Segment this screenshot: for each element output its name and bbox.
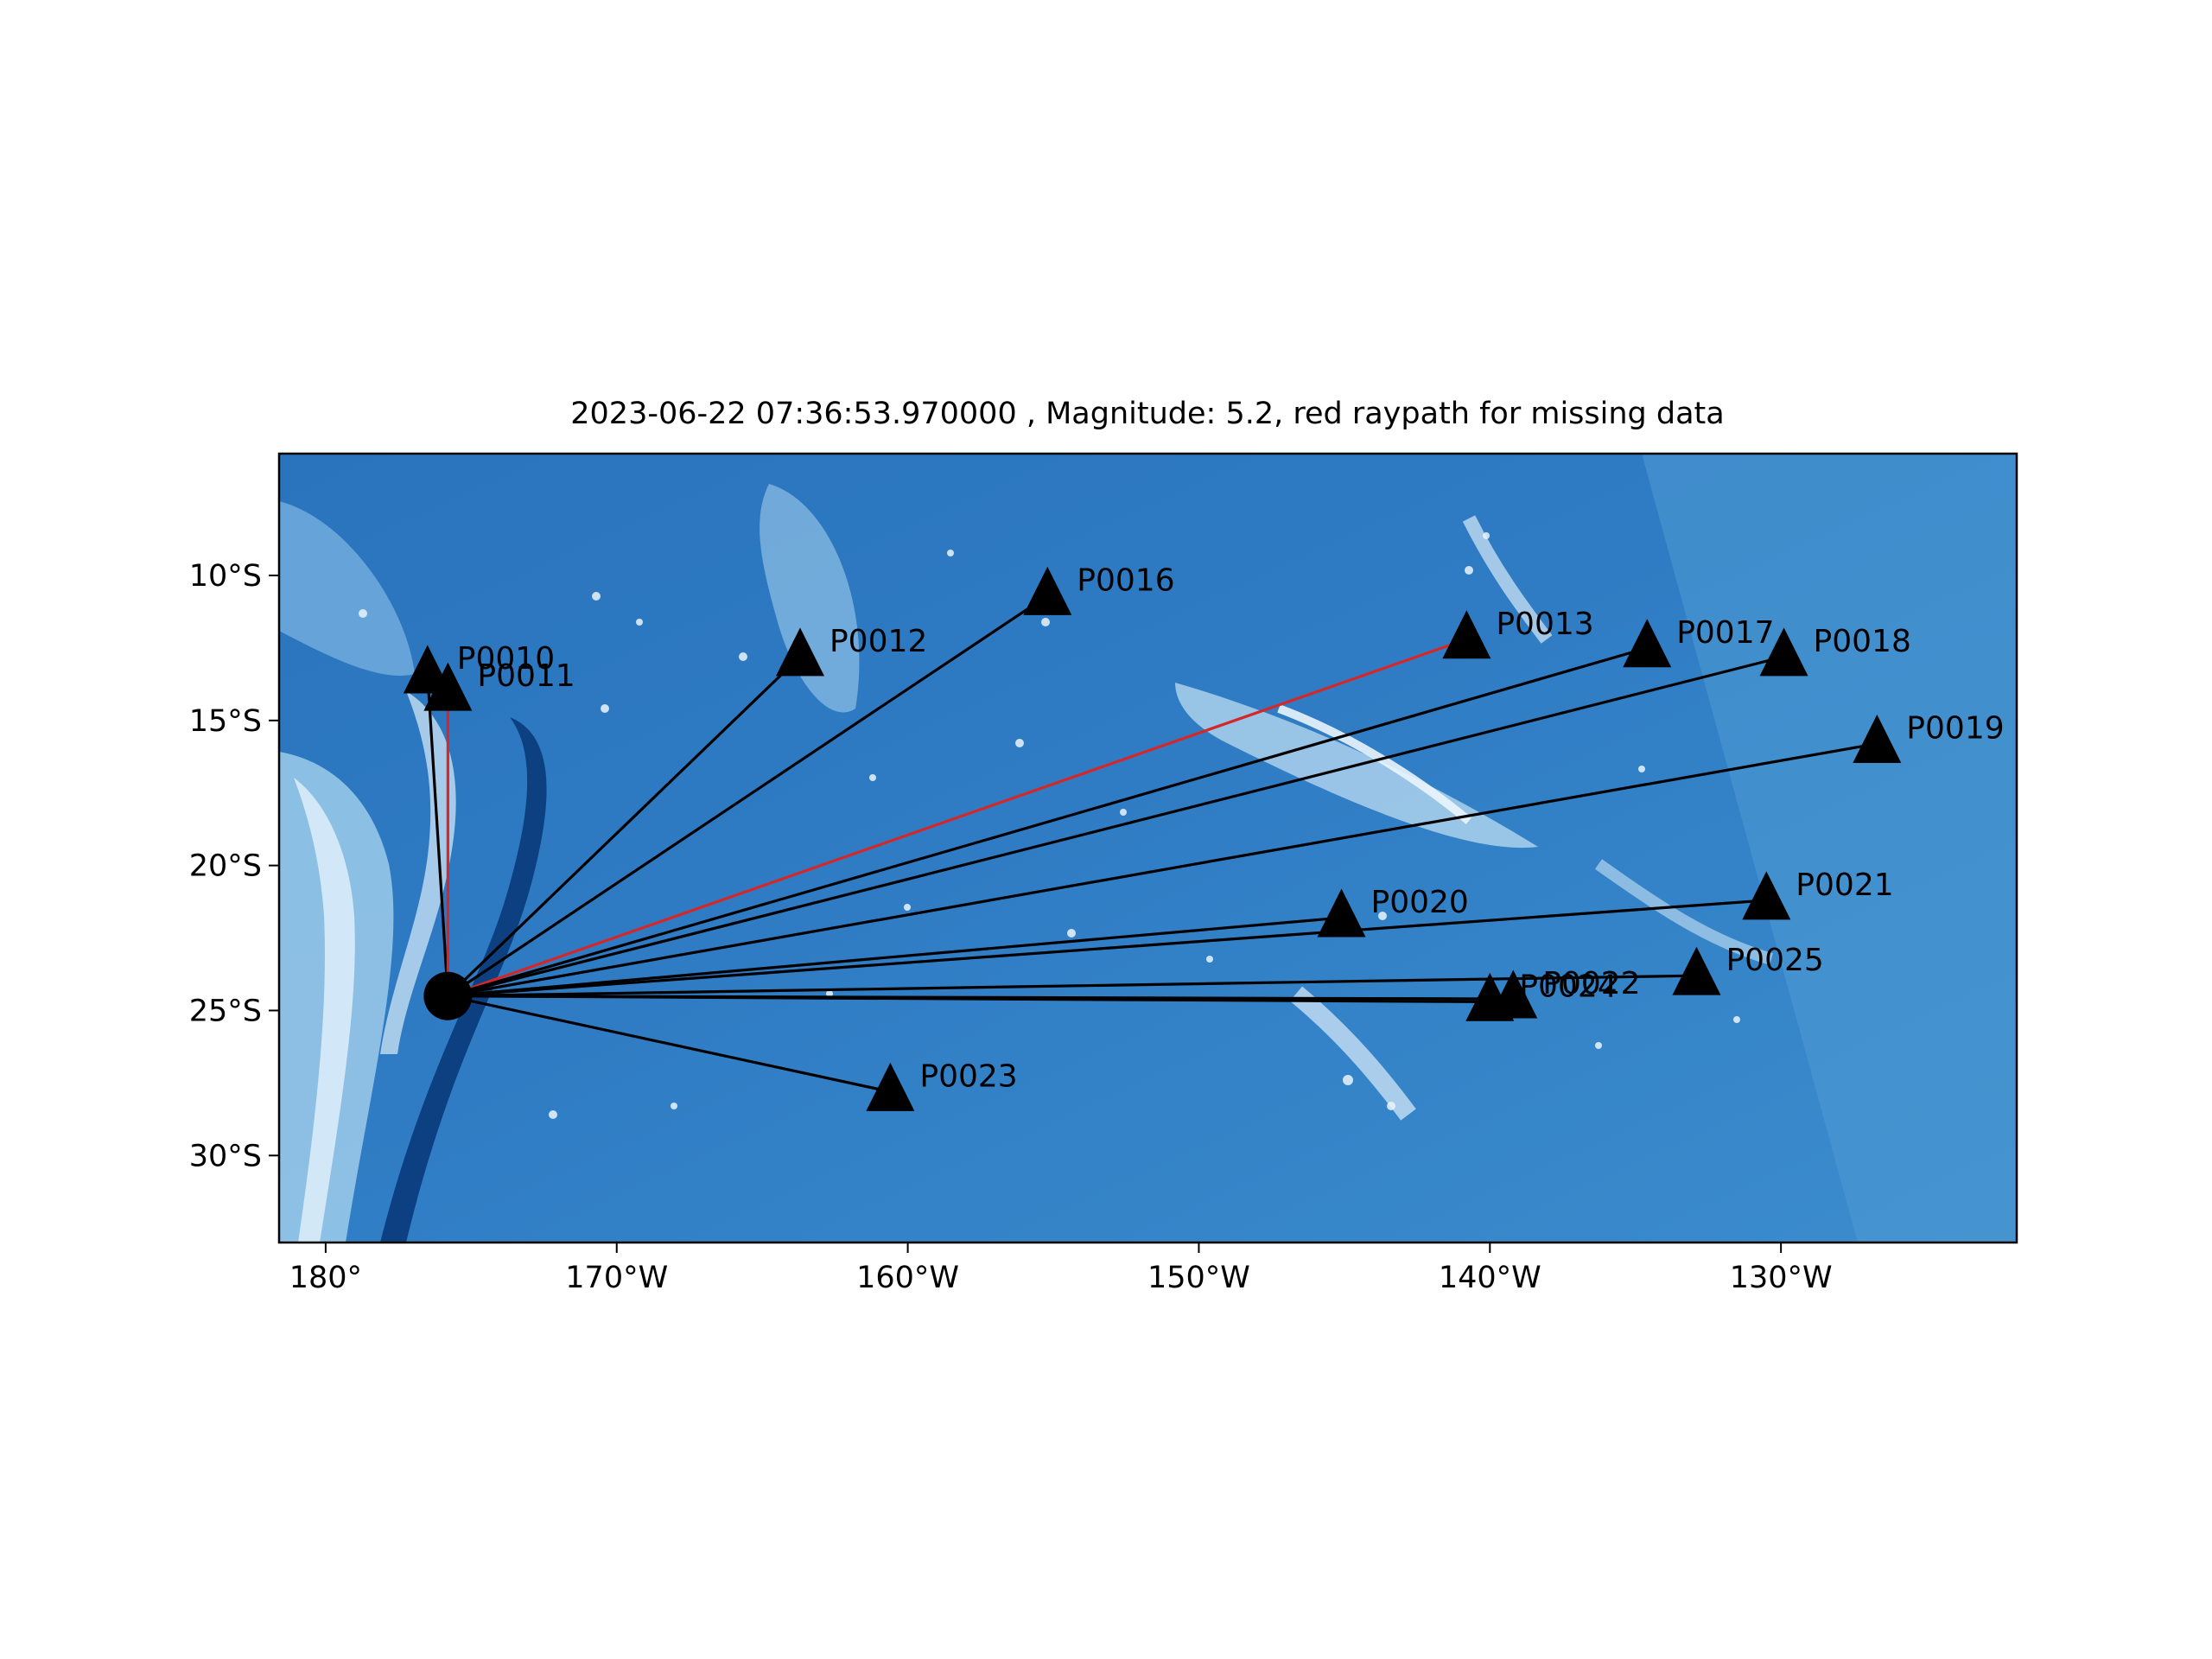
y-tick-label: 25°S xyxy=(189,994,262,1028)
map-title: 2023-06-22 07:36:53.970000 , Magnitude: … xyxy=(570,397,1724,431)
raypath-line xyxy=(448,899,1767,998)
station-triangle-icon xyxy=(1623,619,1672,668)
station-triangle-icon xyxy=(775,627,824,677)
station-label: P0010 xyxy=(457,641,555,677)
raypath-line xyxy=(447,594,1049,998)
station-label: P0012 xyxy=(830,624,927,659)
station-label: P0022 xyxy=(1542,966,1640,1001)
y-tick-label: 15°S xyxy=(189,704,262,739)
station-triangle-icon xyxy=(1742,871,1791,920)
x-tick-label: 150°W xyxy=(1147,1261,1250,1295)
event-epicenter-icon xyxy=(423,971,473,1020)
y-tick-label: 30°S xyxy=(189,1139,262,1173)
x-tick-label: 160°W xyxy=(856,1261,959,1295)
raypath-line xyxy=(447,646,1648,998)
station-label: P0024 xyxy=(1519,969,1617,1004)
station-label: P0017 xyxy=(1676,615,1774,651)
raypath-line xyxy=(448,742,1878,998)
raypath-line xyxy=(448,995,891,1094)
station-label: P0018 xyxy=(1814,624,1911,659)
raypath-line xyxy=(447,655,1784,998)
station-triangle-icon xyxy=(423,662,473,711)
station-triangle-icon xyxy=(866,1062,915,1111)
x-axis-ticks: 180° 170°W 160°W 150°W 140°W 130°W xyxy=(289,1243,1833,1295)
station-triangle-icon xyxy=(1442,610,1491,659)
station-triangle-icon xyxy=(1317,888,1366,938)
map-frame xyxy=(277,452,2018,1244)
x-tick-label: 140°W xyxy=(1439,1261,1541,1295)
station-triangle-icon xyxy=(1672,946,1721,995)
y-axis-ticks: 10°S 15°S 20°S 25°S 30°S xyxy=(189,559,279,1173)
x-tick-label: 180° xyxy=(289,1261,362,1295)
y-tick-label: 20°S xyxy=(189,849,262,884)
station-triangle-icon xyxy=(1759,627,1808,677)
station-label: P0011 xyxy=(477,658,575,694)
raypath-missing-line xyxy=(447,638,1467,998)
y-tick-label: 10°S xyxy=(189,559,262,594)
station-label: P0013 xyxy=(1496,607,1593,642)
station-triangle-icon xyxy=(1023,566,1072,615)
raypath-line xyxy=(448,995,1491,1004)
event xyxy=(423,971,473,1020)
station-label: P0025 xyxy=(1726,943,1823,978)
x-tick-label: 130°W xyxy=(1730,1261,1833,1295)
station-label: P0023 xyxy=(919,1058,1017,1094)
raypath-line xyxy=(448,916,1342,998)
station-triangle-icon xyxy=(1465,972,1515,1021)
raypath-line xyxy=(447,655,802,997)
station-triangle-icon xyxy=(1853,715,1902,764)
station-label: P0021 xyxy=(1796,868,1893,903)
station-label: P0019 xyxy=(1906,711,2004,747)
station-label: P0016 xyxy=(1077,563,1174,598)
bathymetry-layer xyxy=(279,454,2017,1243)
station-label: P0020 xyxy=(1371,885,1469,920)
raypath-line xyxy=(426,674,449,996)
x-tick-label: 170°W xyxy=(565,1261,668,1295)
